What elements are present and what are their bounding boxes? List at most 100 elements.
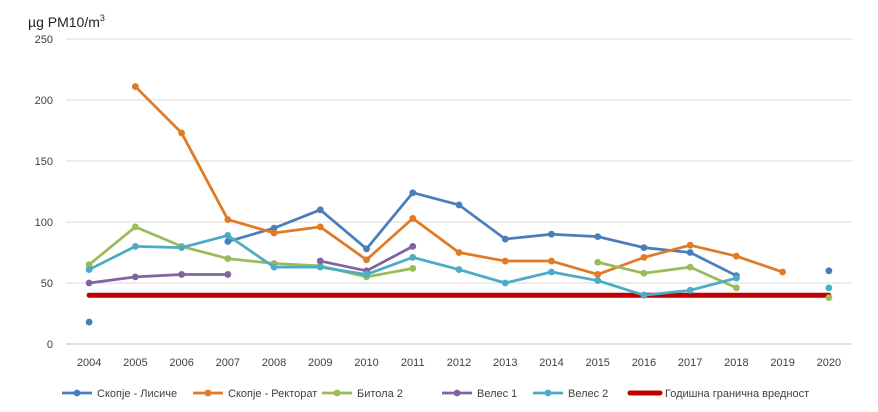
data-point <box>548 257 555 265</box>
data-point <box>733 284 740 292</box>
data-point <box>686 263 694 271</box>
y-axis-unit-superscript: 3 <box>100 13 105 23</box>
data-point <box>825 267 833 275</box>
data-point <box>409 189 417 197</box>
data-point <box>316 223 324 231</box>
gridlines <box>66 38 852 345</box>
data-point <box>131 83 139 90</box>
y-tick-label: 150 <box>35 156 53 168</box>
data-point <box>640 269 648 277</box>
data-point <box>270 229 278 237</box>
y-tick-label: 0 <box>47 339 53 351</box>
legend-marker <box>204 389 212 397</box>
data-point <box>501 235 509 243</box>
data-point <box>455 201 463 209</box>
x-tick-label: 2019 <box>770 357 794 369</box>
data-point <box>455 249 463 256</box>
legend-label: Годишна гранична вредност <box>665 388 809 400</box>
y-tick-label: 50 <box>41 278 53 290</box>
legend-label: Велес 2 <box>568 388 608 400</box>
data-point <box>85 318 93 326</box>
data-point <box>548 230 555 238</box>
data-point <box>85 266 93 273</box>
x-tick-label: 2010 <box>354 357 378 369</box>
x-tick-label: 2016 <box>632 357 656 369</box>
y-axis-unit-label: µg PM10/m3 <box>28 13 105 30</box>
x-tick-label: 2017 <box>678 357 702 369</box>
data-point <box>363 245 370 253</box>
legend-item: Велес 2 <box>533 388 608 400</box>
data-point <box>686 286 694 294</box>
data-point <box>85 261 93 269</box>
legend-marker <box>453 389 461 397</box>
series-3 <box>85 223 833 302</box>
legend-item: Скопје - Лисиче <box>62 388 177 400</box>
data-point <box>363 271 370 278</box>
data-point <box>224 238 232 245</box>
series-1 <box>85 189 833 326</box>
legend-marker <box>544 389 552 397</box>
data-point <box>178 244 185 252</box>
data-point <box>825 294 833 302</box>
series-line <box>133 85 785 276</box>
legend-item: Велес 1 <box>442 388 517 400</box>
data-point <box>548 268 555 276</box>
legend-marker <box>333 389 341 397</box>
data-point <box>224 216 232 223</box>
data-point <box>178 271 185 278</box>
data-point <box>409 243 417 250</box>
data-point <box>270 224 278 232</box>
data-point <box>85 279 93 287</box>
data-point <box>640 253 648 261</box>
data-point <box>316 257 324 265</box>
x-tick-label: 2005 <box>123 357 147 369</box>
data-point <box>640 244 648 252</box>
legend-marker <box>73 389 81 397</box>
data-point <box>178 129 185 137</box>
data-point <box>224 271 232 278</box>
x-tick-label: 2008 <box>262 357 286 369</box>
data-point <box>131 243 139 250</box>
y-axis-ticks: 0 50 100 150 200 250 <box>35 34 53 351</box>
data-point <box>733 274 740 282</box>
x-tick-label: 2013 <box>493 357 517 369</box>
x-tick-label: 2018 <box>724 357 748 369</box>
data-point <box>501 279 509 287</box>
data-point <box>594 258 602 266</box>
series-line <box>596 260 738 290</box>
data-point <box>825 284 833 292</box>
data-point <box>316 206 324 214</box>
x-tick-label: 2012 <box>447 357 471 369</box>
legend-item: Годишна гранична вредност <box>627 388 809 400</box>
data-point <box>686 249 694 256</box>
data-point <box>640 291 648 299</box>
series-line <box>226 191 738 278</box>
data-point <box>131 273 139 281</box>
data-point <box>409 264 417 272</box>
series-5 <box>85 232 833 299</box>
data-point <box>363 256 370 264</box>
series-line <box>87 225 415 279</box>
data-point <box>224 255 232 262</box>
x-tick-label: 2004 <box>77 357 101 369</box>
series-group <box>85 83 833 326</box>
data-point <box>409 214 417 222</box>
legend-label: Скопје - Лисиче <box>97 388 177 400</box>
data-point <box>501 257 509 265</box>
legend-item: Скопје - Ректорат <box>193 388 317 400</box>
data-point <box>409 253 417 261</box>
x-axis-ticks: 2004 2005 2006 2007 2008 2009 2010 2011 2012 2013… <box>77 357 841 369</box>
series-2 <box>131 83 787 278</box>
y-tick-label: 100 <box>35 217 53 229</box>
data-point <box>131 223 139 231</box>
data-point <box>594 233 602 241</box>
data-point <box>594 277 602 284</box>
series-4 <box>85 243 648 299</box>
legend-label: Велес 1 <box>477 388 517 400</box>
x-tick-label: 2009 <box>308 357 332 369</box>
x-tick-label: 2020 <box>817 357 841 369</box>
y-tick-label: 250 <box>35 34 53 46</box>
legend: Скопје - Лисиче Скопје - Ректорат Битола 2… <box>62 388 809 400</box>
x-tick-label: 2011 <box>401 357 425 369</box>
